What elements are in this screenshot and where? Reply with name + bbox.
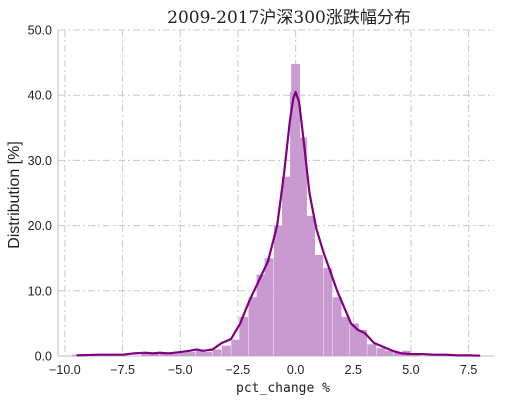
y-tick-label: 0.0 <box>35 350 52 364</box>
histogram-bars <box>72 63 462 357</box>
x-tick-label: −2.5 <box>226 363 251 377</box>
histogram-bar <box>358 329 367 356</box>
histogram-bar <box>248 297 258 356</box>
histogram-bar <box>376 348 386 356</box>
histogram-bar <box>141 354 151 356</box>
chart-title: 2009-2017沪深300涨跌幅分布 <box>167 8 411 28</box>
histogram-bar <box>340 316 350 356</box>
histogram-bar <box>186 352 196 356</box>
x-tick-label: −10.0 <box>49 363 81 377</box>
x-axis-label: pct_change % <box>236 381 330 396</box>
histogram-bar <box>231 339 241 356</box>
histogram-bar <box>281 176 291 356</box>
histogram-bar <box>222 345 231 356</box>
histogram-bar <box>159 354 169 356</box>
histogram-bar <box>350 323 359 356</box>
x-tick-label: 5.0 <box>402 363 419 377</box>
kde-curve <box>76 90 481 357</box>
histogram-bar <box>178 352 187 356</box>
x-tick-label: −5.0 <box>168 363 193 377</box>
histogram-bar <box>239 316 249 356</box>
y-tick-label: 10.0 <box>28 284 52 298</box>
histogram-bar <box>195 350 205 356</box>
y-tick-labels: 0.0 10.0 20.0 30.0 40.0 50.0 <box>28 24 52 364</box>
grid-lines <box>58 29 494 357</box>
x-tick-label: 0.0 <box>287 363 304 377</box>
x-tick-label: −7.5 <box>110 363 135 377</box>
histogram-bar <box>72 354 81 356</box>
histogram-bar <box>273 225 283 356</box>
y-tick-label: 50.0 <box>28 24 52 38</box>
histogram-bar <box>298 137 307 356</box>
histogram-bar <box>168 353 178 356</box>
histogram-bar <box>203 352 213 356</box>
x-tick-label: 7.5 <box>460 363 477 377</box>
histogram-bar <box>323 267 333 356</box>
histogram-bar <box>384 350 394 356</box>
histogram-bar <box>256 274 266 356</box>
histogram-bar <box>212 349 222 356</box>
y-tick-label: 30.0 <box>28 154 52 168</box>
histogram-bar <box>264 258 274 356</box>
y-axis-label: Distribution [%] <box>6 141 23 249</box>
histogram-bar <box>306 215 315 356</box>
histogram-bar <box>367 344 377 356</box>
x-tick-labels: −10.0 −7.5 −5.0 −2.5 0.0 2.5 5.0 7.5 <box>49 363 477 377</box>
y-tick-label: 20.0 <box>28 219 52 233</box>
y-tick-label: 40.0 <box>28 89 52 103</box>
histogram-bar <box>332 297 342 356</box>
histogram-bar <box>314 254 324 356</box>
histogram-bar <box>393 352 403 356</box>
histogram-bar <box>291 63 300 357</box>
x-tick-label: 2.5 <box>345 363 362 377</box>
histogram-bar <box>150 353 160 356</box>
